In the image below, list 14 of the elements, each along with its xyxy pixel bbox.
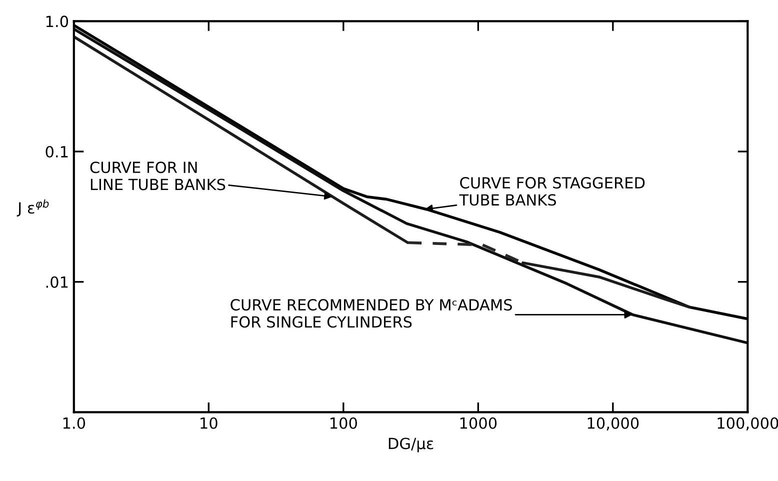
y-tick-label: 0.1: [46, 146, 68, 158]
x-tick-label: 1000: [460, 417, 497, 429]
y-tick-label: 1.0: [46, 16, 68, 28]
x-tick-label: 10,000: [588, 417, 639, 430]
x-tick-label: 1.0: [63, 417, 86, 429]
annotation: CURVE RECOMMENDED BY MᶜADAMS FOR SINGLE CYLINDERS: [230, 299, 512, 328]
x-tick-label: 100,000: [718, 417, 778, 430]
annotation: CURVE FOR STAGGERED TUBE BANKS: [459, 177, 645, 206]
y-axis-title: J ε$^{φb}$: [16, 199, 49, 216]
x-tick-label: 100: [330, 417, 357, 429]
x-axis-title: DG/με: [388, 438, 434, 452]
y-tick-label: .01: [46, 276, 68, 288]
x-tick-label: 10: [200, 417, 218, 429]
annotation: CURVE FOR IN LINE TUBE BANKS: [90, 162, 226, 190]
